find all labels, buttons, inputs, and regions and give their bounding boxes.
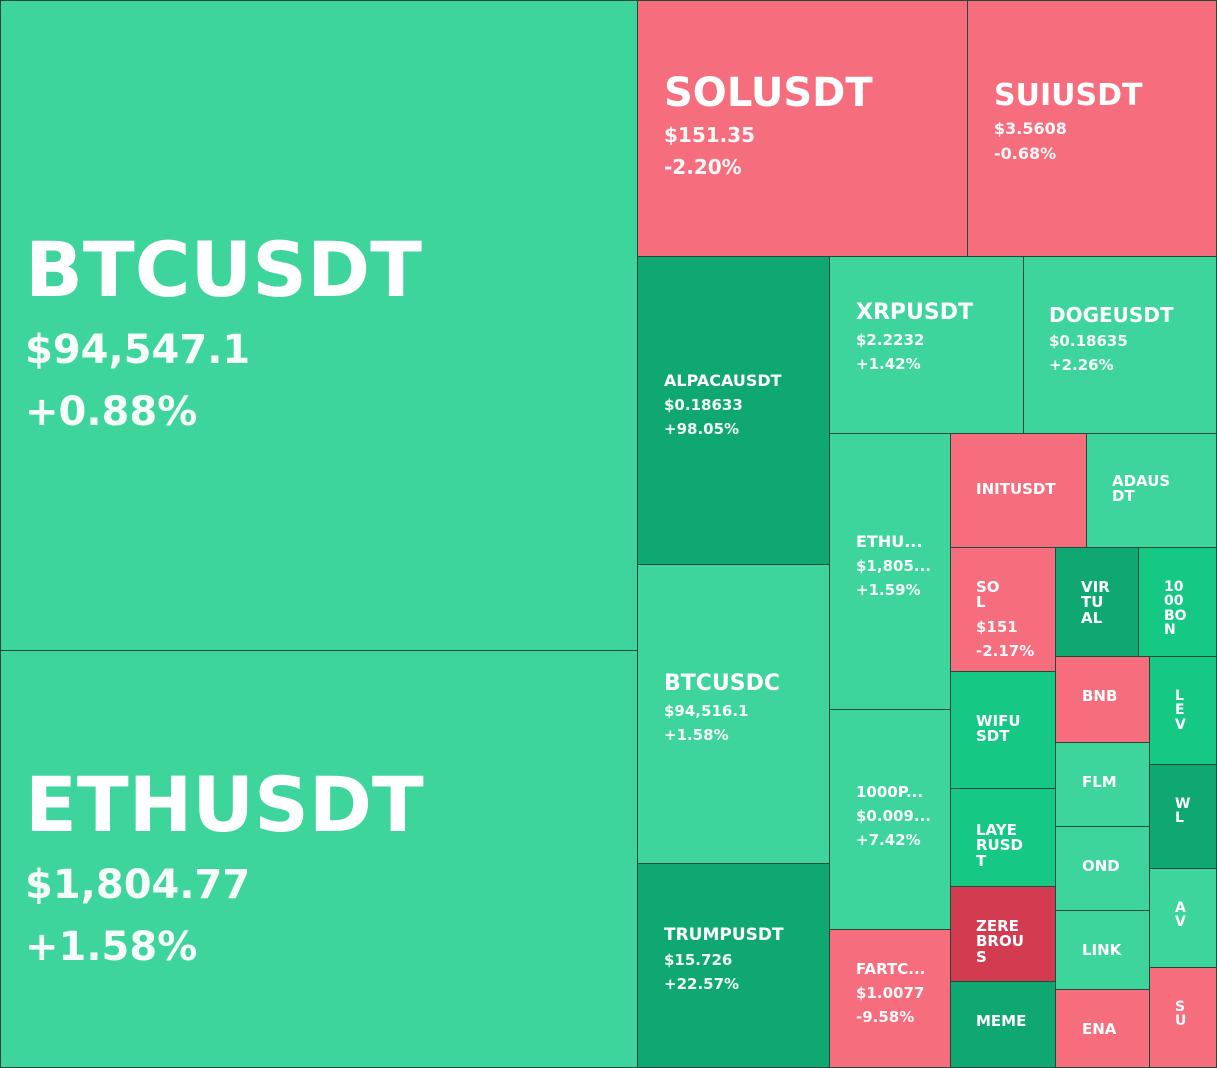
tile-symbol: LAYERUSDT: [976, 821, 1023, 870]
tile-symbol: BNB: [1082, 687, 1118, 705]
tile-ethusdt[interactable]: ETHUSDT $1,804.77 +1.58%: [0, 650, 638, 1068]
tile-price: $2.2232: [856, 331, 925, 350]
tile-symbol: ALPACAUSDT: [664, 371, 782, 390]
tile-fartc[interactable]: FARTC... $1.0077 -9.58%: [829, 929, 951, 1068]
tile-initusdt[interactable]: INITUSDT: [950, 433, 1087, 548]
tile-btcusdc[interactable]: BTCUSDC $94,516.1 +1.58%: [637, 564, 830, 864]
tile-price: $1,804.77: [25, 861, 251, 908]
tile-change: +1.42%: [856, 355, 921, 374]
tile-symbol: ETHU...: [856, 532, 923, 551]
tile-av[interactable]: AV: [1149, 868, 1217, 968]
tile-symbol: LEV: [1175, 688, 1186, 733]
tile-1000p[interactable]: 1000P... $0.009... +7.42%: [829, 709, 951, 930]
tile-symbol: INITUSDT: [976, 480, 1056, 498]
tile-change: -0.68%: [994, 143, 1057, 163]
tile-virtual[interactable]: VIRTUAL: [1055, 547, 1139, 657]
tile-price: $151.35: [664, 122, 756, 147]
tile-symbol: FLM: [1082, 773, 1117, 791]
tile-symbol: BTCUSDT: [25, 225, 422, 314]
tile-adausdt[interactable]: ADAUSDT: [1086, 433, 1217, 548]
tile-change: +1.58%: [664, 726, 729, 745]
tile-link[interactable]: LINK: [1055, 910, 1150, 990]
tile-change: -2.20%: [664, 154, 742, 179]
tile-change: +7.42%: [856, 831, 921, 850]
tile-meme[interactable]: MEME: [950, 981, 1056, 1068]
tile-ethu[interactable]: ETHU... $1,805... +1.59%: [829, 433, 951, 710]
tile-symbol: SUIUSDT: [994, 78, 1143, 113]
tile-price: $94,547.1: [25, 326, 251, 373]
tile-bnb[interactable]: BNB: [1055, 656, 1150, 743]
tile-lev[interactable]: LEV: [1149, 656, 1217, 765]
tile-alpacausdt[interactable]: ALPACAUSDT $0.18633 +98.05%: [637, 256, 830, 565]
tile-price: $0.18635: [1049, 332, 1128, 351]
tile-trumpusdt[interactable]: TRUMPUSDT $15.726 +22.57%: [637, 863, 830, 1068]
tile-price: $94,516.1: [664, 702, 749, 721]
tile-symbol: ADAUSDT: [1112, 472, 1171, 506]
tile-symbol: XRPUSDT: [856, 300, 974, 325]
tile-symbol: AV: [1175, 900, 1186, 931]
tile-ena[interactable]: ENA: [1055, 989, 1150, 1068]
tile-layerusdt[interactable]: LAYERUSDT: [950, 788, 1056, 887]
tile-symbol: ZEREBROUS: [976, 917, 1024, 966]
tile-symbol: 1000BON: [1164, 579, 1187, 638]
tile-price: $0.009...: [856, 807, 931, 826]
tile-xrpusdt[interactable]: XRPUSDT $2.2232 +1.42%: [829, 256, 1024, 434]
tile-symbol: WL: [1175, 796, 1191, 827]
tile-1000bon[interactable]: 1000BON: [1138, 547, 1217, 657]
tile-change: +2.26%: [1049, 356, 1114, 375]
tile-price: $1,805...: [856, 557, 931, 576]
tile-symbol: MEME: [976, 1012, 1027, 1030]
tile-flm[interactable]: FLM: [1055, 742, 1150, 827]
tile-price: $3.5608: [994, 118, 1067, 138]
tile-symbol: TRUMPUSDT: [664, 925, 784, 945]
tile-change: -2.17%: [976, 641, 1035, 660]
tile-symbol: SOLUSDT: [664, 70, 873, 116]
tile-change: +0.88%: [25, 388, 198, 435]
tile-price: $15.726: [664, 951, 733, 970]
tile-wl[interactable]: WL: [1149, 764, 1217, 869]
tile-price: $1.0077: [856, 984, 925, 1003]
tile-symbol: 1000P...: [856, 783, 924, 801]
tile-ond[interactable]: OND: [1055, 826, 1150, 911]
tile-solusdt[interactable]: SOLUSDT $151.35 -2.20%: [637, 0, 968, 257]
tile-symbol: WIFUSDT: [976, 712, 1021, 746]
tile-symbol: FARTC...: [856, 960, 926, 978]
tile-dogeusdt[interactable]: DOGEUSDT $0.18635 +2.26%: [1023, 256, 1217, 434]
tile-change: +1.59%: [856, 581, 921, 600]
tile-btcusdt[interactable]: BTCUSDT $94,547.1 +0.88%: [0, 0, 638, 651]
tile-change: +22.57%: [664, 975, 740, 994]
tile-symbol: ETHUSDT: [25, 760, 424, 849]
tile-change: +1.58%: [25, 923, 198, 970]
tile-sol[interactable]: SOL $151 -2.17%: [950, 547, 1056, 672]
tile-symbol: SU: [1175, 999, 1187, 1030]
tile-symbol: SOL: [976, 578, 1000, 612]
tile-symbol: ENA: [1082, 1020, 1117, 1038]
tile-symbol: DOGEUSDT: [1049, 303, 1174, 327]
tile-suiusdt[interactable]: SUIUSDT $3.5608 -0.68%: [967, 0, 1217, 257]
tile-zerebrous[interactable]: ZEREBROUS: [950, 886, 1056, 982]
tile-symbol: BTCUSDC: [664, 671, 781, 696]
tile-change: +98.05%: [664, 420, 740, 439]
tile-symbol: VIRTUAL: [1081, 578, 1110, 627]
tile-price: $0.18633: [664, 396, 743, 415]
tile-price: $151: [976, 617, 1018, 636]
tile-wifusdt[interactable]: WIFUSDT: [950, 671, 1056, 789]
tile-su[interactable]: SU: [1149, 967, 1217, 1068]
tile-symbol: OND: [1082, 857, 1120, 875]
tile-symbol: LINK: [1082, 941, 1122, 959]
tile-change: -9.58%: [856, 1008, 915, 1027]
